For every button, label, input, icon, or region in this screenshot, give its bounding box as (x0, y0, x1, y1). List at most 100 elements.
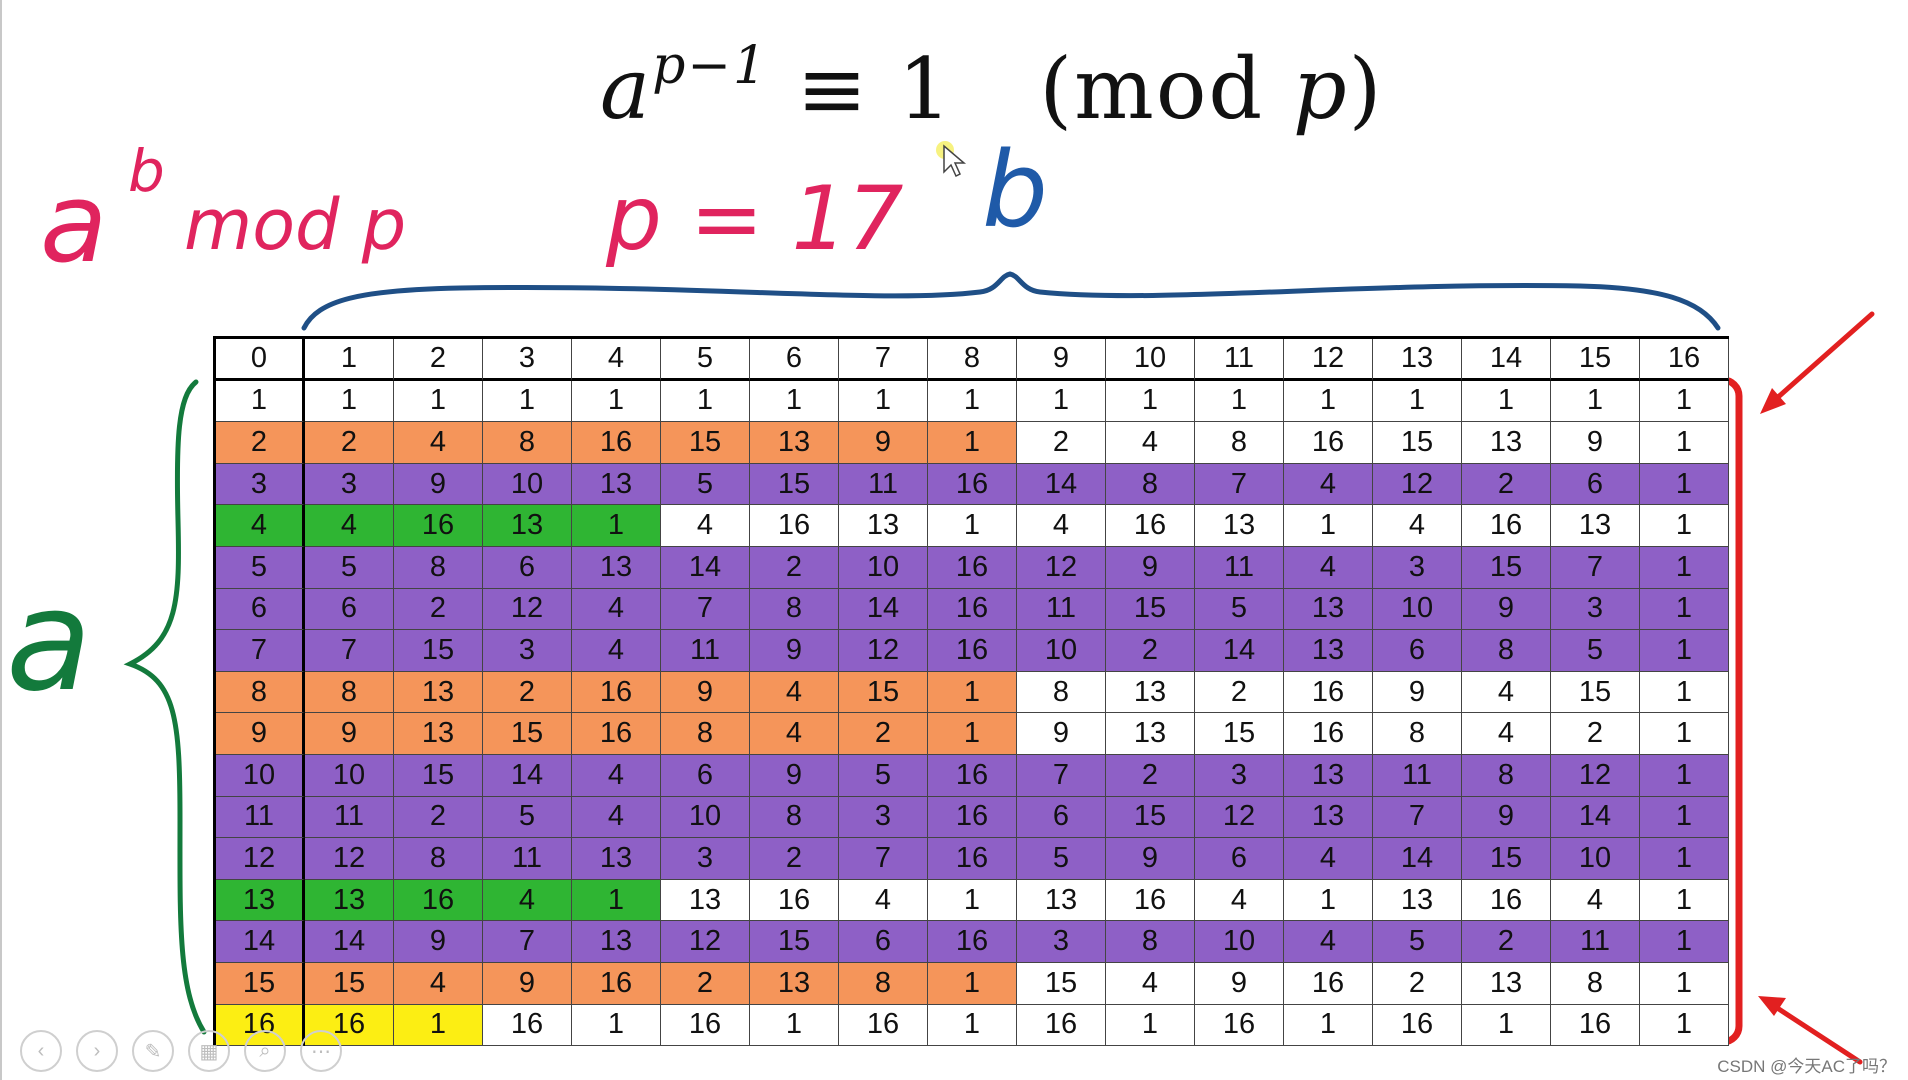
table-cell: 9 (1373, 671, 1462, 714)
table-cell: 16 (1462, 505, 1551, 547)
header-cell: 9 (1017, 339, 1106, 381)
header-cell: 8 (928, 339, 1017, 381)
table-cell: 11 (305, 796, 394, 839)
table-cell: 1 (750, 1004, 839, 1047)
table-cell: 1 (1195, 380, 1284, 423)
table-cell: 4 (1284, 546, 1373, 589)
table-cell: 9 (1195, 962, 1284, 1005)
table-cell: 1 (1284, 505, 1373, 547)
table-cell: 16 (928, 838, 1017, 880)
table-cell: 10 (1373, 588, 1462, 631)
table-cell: 14 (839, 588, 928, 631)
table-cell: 8 (750, 796, 839, 839)
formula-base: a (600, 40, 653, 138)
table-cell: 1 (928, 505, 1017, 547)
table-cell: 1 (1640, 505, 1729, 547)
table-cell: 16 (572, 962, 661, 1005)
table-cell: 14 (661, 546, 750, 589)
slides-icon[interactable]: ▦ (188, 1030, 230, 1072)
table-cell: 8 (394, 838, 483, 880)
table-cell: 1 (1640, 754, 1729, 797)
header-cell: 12 (1284, 339, 1373, 381)
table-cell: 16 (928, 754, 1017, 797)
row-base-cell: 8 (216, 671, 305, 714)
table-cell: 12 (839, 630, 928, 672)
pen-icon[interactable]: ✎ (132, 1030, 174, 1072)
table-cell: 1 (1462, 380, 1551, 423)
header-cell: 7 (839, 339, 928, 381)
more-icon[interactable]: ⋯ (300, 1030, 342, 1072)
row-base-cell: 9 (216, 713, 305, 755)
table-cell: 13 (1462, 962, 1551, 1005)
table-cell: 1 (928, 962, 1017, 1005)
table-cell: 12 (661, 921, 750, 963)
table-cell: 7 (305, 630, 394, 672)
table-cell: 8 (394, 546, 483, 589)
table-cell: 7 (483, 921, 572, 963)
table-cell: 14 (1195, 630, 1284, 672)
header-cell: 1 (305, 339, 394, 381)
row-base-cell: 10 (216, 754, 305, 797)
row-base-cell: 6 (216, 588, 305, 631)
table-cell: 3 (661, 838, 750, 880)
table-cell: 1 (1284, 1004, 1373, 1047)
row-base-cell: 2 (216, 422, 305, 464)
table-cell: 9 (305, 713, 394, 755)
table-cell: 13 (483, 505, 572, 547)
table-cell: 16 (1195, 1004, 1284, 1047)
table-cell: 8 (839, 962, 928, 1005)
table-cell: 9 (483, 962, 572, 1005)
table-cell: 3 (1373, 546, 1462, 589)
table-cell: 1 (928, 380, 1017, 423)
header-cell: 0 (216, 339, 305, 381)
table-cell: 1 (394, 1004, 483, 1047)
table-cell: 1 (1106, 1004, 1195, 1047)
table-cell: 13 (305, 879, 394, 922)
table-cell: 4 (1106, 962, 1195, 1005)
table-cell: 15 (750, 463, 839, 506)
table-cell: 1 (1284, 879, 1373, 922)
table-cell: 4 (1195, 879, 1284, 922)
table-cell: 1 (1640, 463, 1729, 506)
table-cell: 6 (1373, 630, 1462, 672)
table-cell: 1 (928, 713, 1017, 755)
table-cell: 12 (305, 838, 394, 880)
table-cell: 2 (394, 588, 483, 631)
table-cell: 1 (305, 380, 394, 423)
zoom-icon[interactable]: ⌕ (244, 1030, 286, 1072)
table-cell: 4 (1017, 505, 1106, 547)
table-cell: 13 (572, 838, 661, 880)
table-cell: 16 (572, 713, 661, 755)
table-cell: 14 (305, 921, 394, 963)
fermat-formula: ap−1 ≡ 1 (mod p) (600, 36, 1384, 138)
table-cell: 1 (1640, 422, 1729, 464)
table-cell: 4 (839, 879, 928, 922)
table-cell: 9 (1462, 796, 1551, 839)
table-cell: 11 (1551, 921, 1640, 963)
table-cell: 1 (928, 671, 1017, 714)
table-cell: 1 (750, 380, 839, 423)
table-cell: 13 (1284, 796, 1373, 839)
table-cell: 6 (1551, 463, 1640, 506)
header-cell: 6 (750, 339, 839, 381)
table-cell: 16 (394, 505, 483, 547)
table-cell: 2 (661, 962, 750, 1005)
table-cell: 13 (1195, 505, 1284, 547)
table-cell: 10 (305, 754, 394, 797)
table-cell: 10 (839, 546, 928, 589)
formula-close: ) (1348, 40, 1384, 138)
next-icon[interactable]: › (76, 1030, 118, 1072)
table-cell: 6 (483, 546, 572, 589)
table-cell: 11 (1017, 588, 1106, 631)
table-cell: 1 (1551, 380, 1640, 423)
prev-icon[interactable]: ‹ (20, 1030, 62, 1072)
header-cell: 5 (661, 339, 750, 381)
table-cell: 7 (661, 588, 750, 631)
table-cell: 1 (1106, 380, 1195, 423)
table-cell: 16 (572, 422, 661, 464)
table-cell: 5 (1195, 588, 1284, 631)
table-cell: 15 (1462, 838, 1551, 880)
table-cell: 4 (572, 796, 661, 839)
table-cell: 5 (1373, 921, 1462, 963)
table-cell: 15 (1195, 713, 1284, 755)
